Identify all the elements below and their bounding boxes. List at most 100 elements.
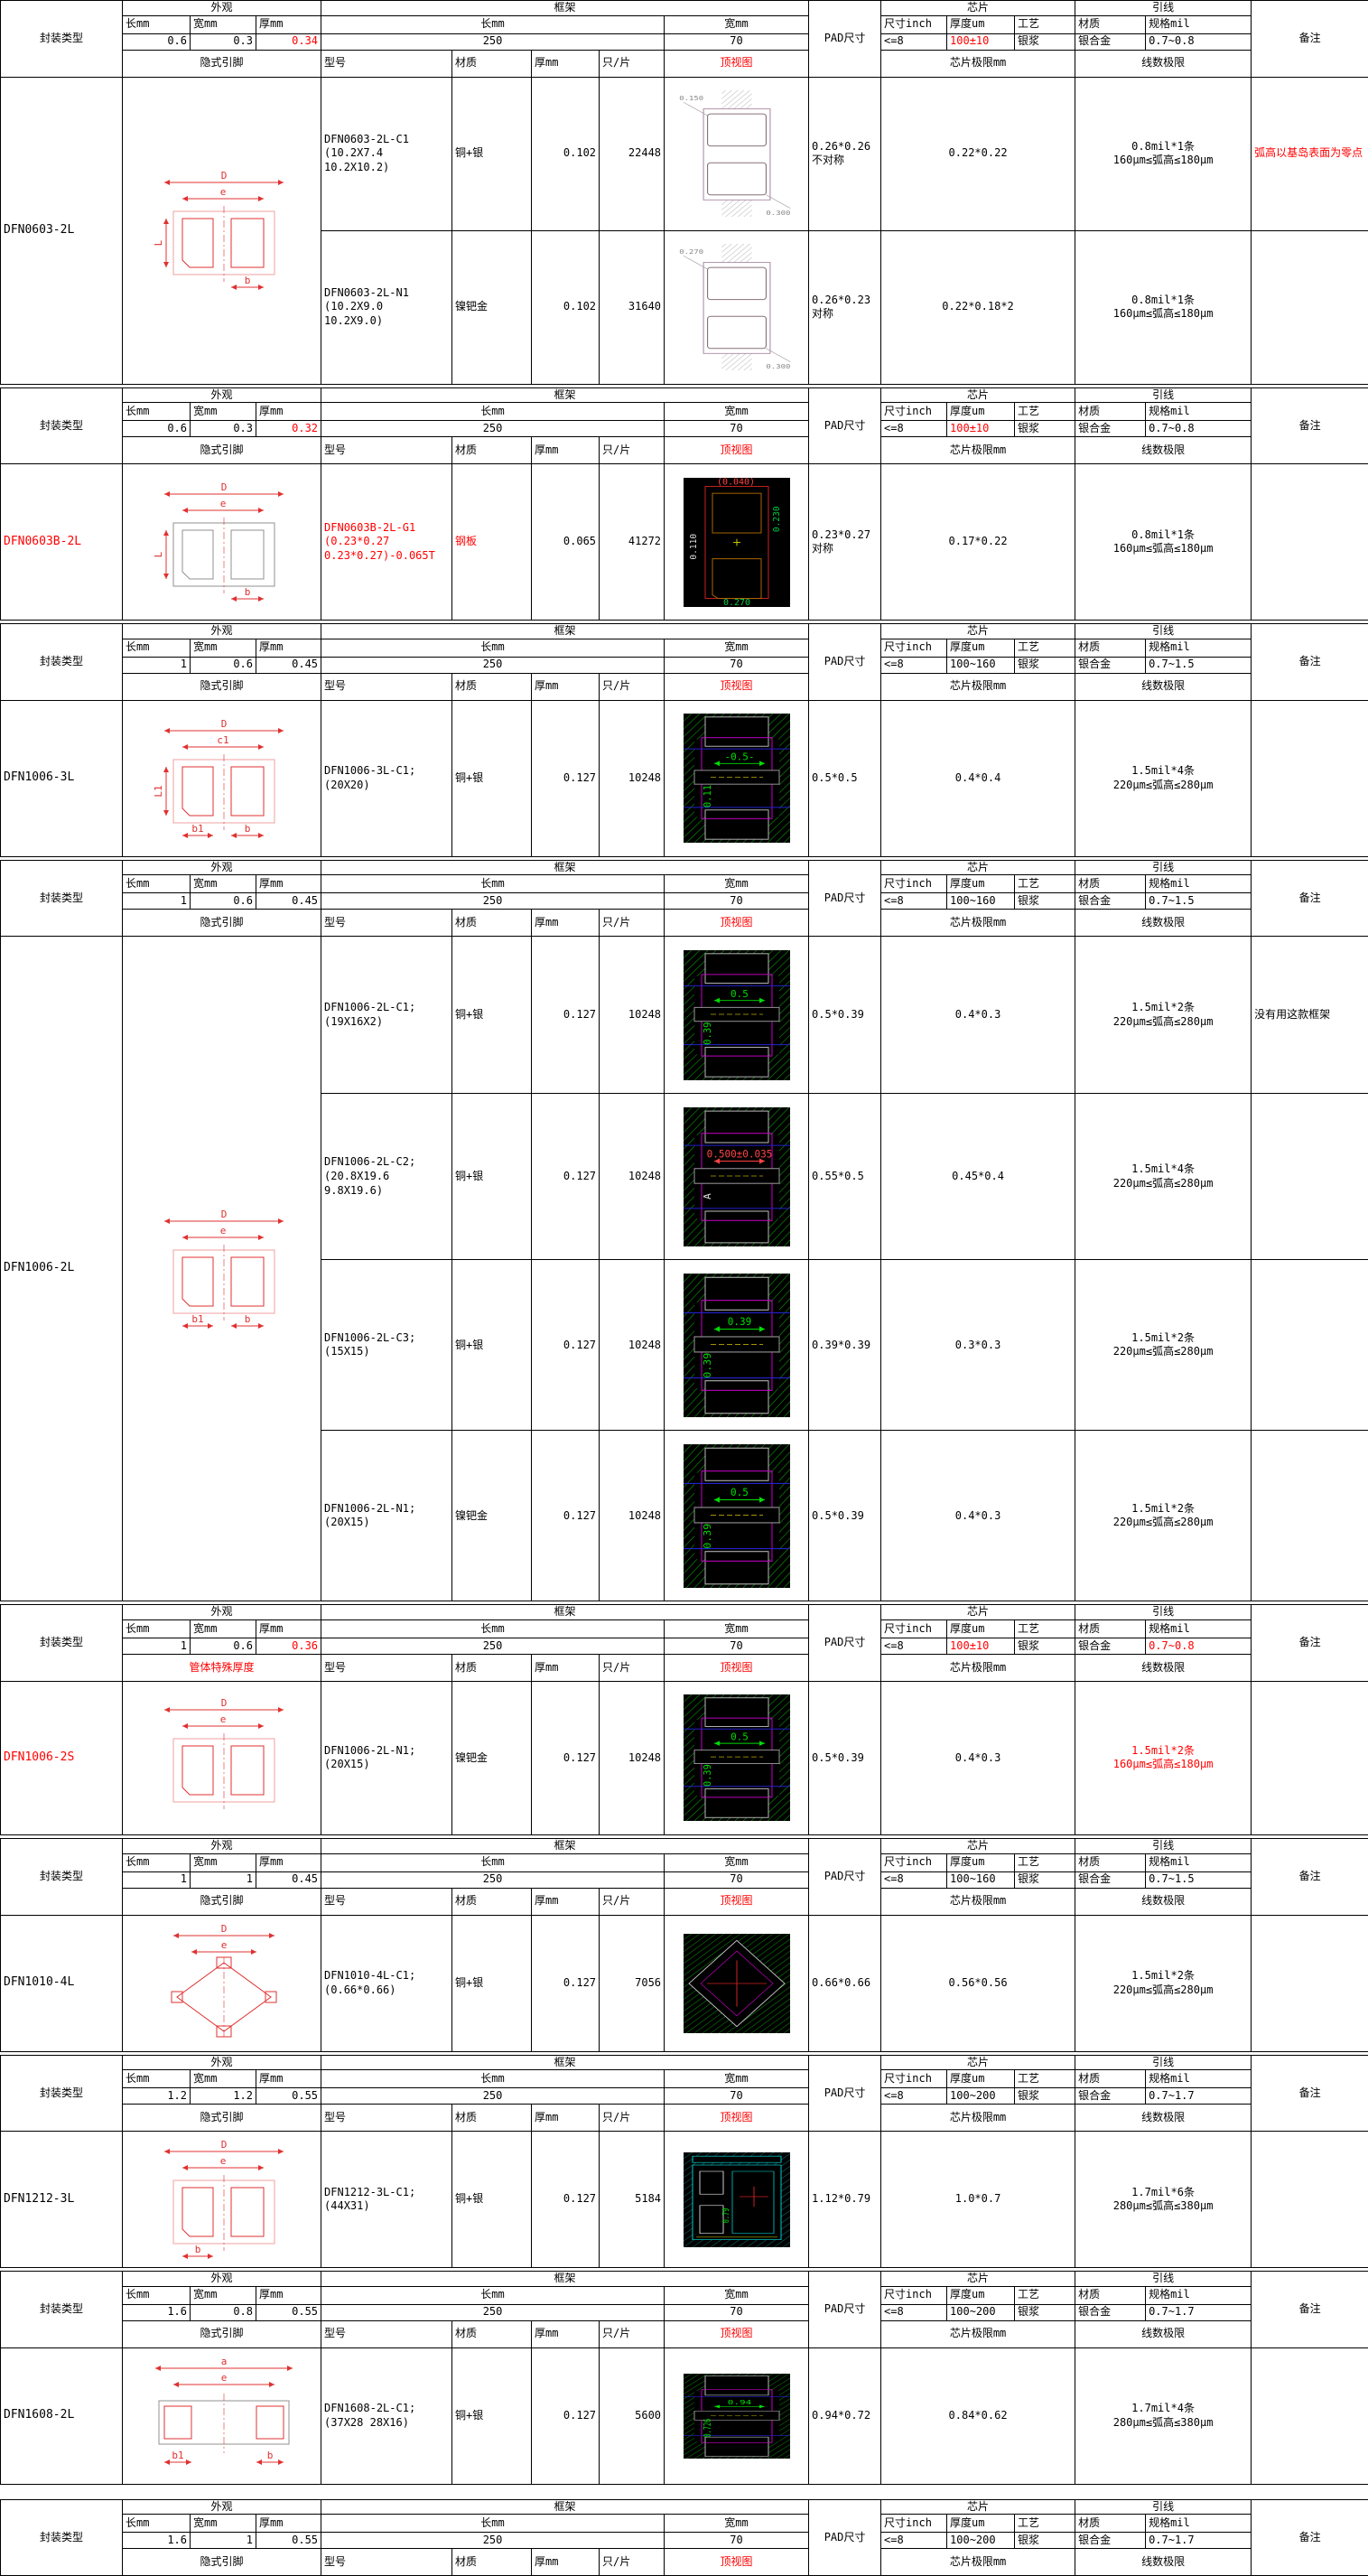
pad-size-header: PAD尺寸: [808, 1604, 882, 1682]
chip-process-label: 工艺: [1014, 1619, 1076, 1638]
appearance-len-value: 1.6: [122, 2532, 191, 2550]
frame-wid-value: 70: [664, 2532, 810, 2550]
appearance-diagram-svg: De: [163, 1697, 284, 1810]
pin-type-label: 管体特殊厚度: [121, 1653, 322, 1682]
wire-group-header: 引线: [1075, 859, 1252, 876]
appearance-thk-value: 0.45: [255, 892, 322, 910]
thick-value: 0.127: [531, 1914, 600, 2052]
svg-text:e: e: [220, 1939, 227, 1951]
section-separator: [0, 2268, 1368, 2272]
pad-size-value: 0.5*0.39: [808, 936, 882, 1095]
chip-size-value: <=8: [880, 892, 948, 910]
package-type-header: 封装类型: [0, 0, 123, 78]
material-label: 材质: [451, 2104, 533, 2133]
frame-len-value: 250: [321, 892, 665, 910]
thk-label: 厚mm: [255, 638, 322, 658]
chip-limit-value: 0.4*0.3: [880, 936, 1076, 1095]
pad-size-header: PAD尺寸: [808, 387, 882, 465]
frame-len-value: 250: [321, 420, 665, 438]
thick-label: 厚mm: [531, 1887, 600, 1916]
package-type-header: 封装类型: [0, 1837, 123, 1916]
material-value: 铜+银: [451, 699, 533, 857]
chip-limit-label: 芯片极限mm: [880, 2104, 1076, 2133]
frame-len-label: 长mm: [321, 2069, 665, 2089]
frame-len-label: 长mm: [321, 402, 665, 422]
len-label: 长mm: [122, 638, 191, 658]
chip-size-label: 尺寸inch: [880, 2285, 948, 2305]
len-label: 长mm: [122, 14, 191, 34]
appearance-wid-value: 1: [190, 2532, 256, 2550]
wire-spec-value: 0.7~1.5: [1145, 892, 1252, 910]
model-value: DFN1608-2L-C1; (37X28 28X16): [321, 2347, 453, 2485]
wire-spec-label: 规格mil: [1145, 402, 1252, 422]
chip-limit-label: 芯片极限mm: [880, 1887, 1076, 1916]
appearance-len-value: 1: [122, 656, 191, 674]
wire-material-value: 银合金: [1075, 1637, 1147, 1655]
chip-process-value: 银浆: [1014, 2087, 1076, 2105]
thick-value: 0.127: [531, 1430, 600, 1602]
qty-label: 只/片: [599, 2104, 665, 2133]
wire-material-value: 银合金: [1075, 656, 1147, 674]
spec-section-DFN1010-4L: 封装类型 外观 框架 PAD尺寸 芯片 引线 备注 长mm 宽mm 厚mm 长mm 宽mm 尺寸inch…: [0, 1837, 1368, 2052]
chip-size-value: <=8: [880, 2303, 948, 2321]
wire-spec-label: 规格mil: [1145, 2069, 1252, 2089]
chip-limit-value: 0.84*0.62: [880, 2347, 1076, 2485]
package-name: DFN1010-4L: [0, 1914, 123, 2052]
thk-label: 厚mm: [255, 2285, 322, 2305]
wire-limit-value: 0.8mil*1条 160μm≤弧高≤180μm: [1075, 229, 1252, 385]
qty-value: 22448: [599, 76, 665, 231]
model-value: DFN1006-2L-N1; (20X15): [321, 1430, 453, 1602]
chip-thick-value: 100~200: [946, 2087, 1016, 2105]
topview-image: 0.5 0.39: [664, 936, 810, 1095]
wire-material-label: 材质: [1075, 1619, 1147, 1638]
wire-spec-value: 0.7~1.7: [1145, 2532, 1252, 2550]
chip-process-value: 银浆: [1014, 420, 1076, 438]
thick-label: 厚mm: [531, 672, 600, 701]
appearance-group-header: 外观: [121, 2054, 322, 2071]
appearance-len-value: 1: [122, 892, 191, 910]
wire-spec-value: 0.7~0.8: [1145, 33, 1252, 51]
remark-value: [1251, 2131, 1368, 2269]
topview-image: 0.39 0.39: [664, 1259, 810, 1432]
appearance-wid-value: 0.6: [190, 1637, 256, 1655]
wire-group-header: 引线: [1075, 1837, 1252, 1854]
model-label: 型号: [321, 49, 453, 78]
wid-label: 宽mm: [190, 1619, 256, 1638]
frame-wid-label: 宽mm: [664, 638, 810, 658]
package-type-header: 封装类型: [0, 859, 123, 938]
wire-spec-value: 0.7~0.8: [1145, 420, 1252, 438]
package-name: DFN1006-2L: [0, 936, 123, 1602]
chip-process-label: 工艺: [1014, 874, 1076, 894]
pad-size-value: 0.5*0.39: [808, 1430, 882, 1602]
chip-thick-value: 100±10: [946, 33, 1016, 51]
len-label: 长mm: [122, 402, 191, 422]
chip-process-label: 工艺: [1014, 2514, 1076, 2534]
remark-value: [1251, 1680, 1368, 1835]
chip-size-value: <=8: [880, 2087, 948, 2105]
chip-limit-value: 1.0*0.7: [880, 2131, 1076, 2269]
frame-group-header: 框架: [321, 1837, 810, 1854]
wire-limit-label: 线数极限: [1075, 2104, 1252, 2133]
chip-size-label: 尺寸inch: [880, 638, 948, 658]
wire-limit-value: 1.5mil*2条 160μm≤弧高≤180μm: [1075, 1680, 1252, 1835]
remark-header: 备注: [1251, 859, 1368, 938]
len-label: 长mm: [122, 2514, 191, 2534]
model-value: DFN1006-2L-N1; (20X15): [321, 1680, 453, 1835]
remark-value: [1251, 1430, 1368, 1602]
wid-label: 宽mm: [190, 402, 256, 422]
appearance-len-value: 0.6: [122, 420, 191, 438]
model-value: DFN1010-4L-C1; (0.66*0.66): [321, 1914, 453, 2052]
appearance-thk-value: 0.36: [255, 1637, 322, 1655]
material-label: 材质: [451, 49, 533, 78]
svg-text:a: a: [220, 2356, 227, 2367]
chip-process-label: 工艺: [1014, 638, 1076, 658]
thick-label: 厚mm: [531, 49, 600, 78]
wire-limit-label: 线数极限: [1075, 909, 1252, 938]
svg-text:c1: c1: [217, 734, 228, 746]
remark-header: 备注: [1251, 387, 1368, 465]
chip-thick-label: 厚度um: [946, 2514, 1016, 2534]
topview-image: -0.5- 0.11: [664, 699, 810, 857]
model-value: DFN1006-2L-C2; (20.8X19.6 9.8X19.6): [321, 1093, 453, 1261]
